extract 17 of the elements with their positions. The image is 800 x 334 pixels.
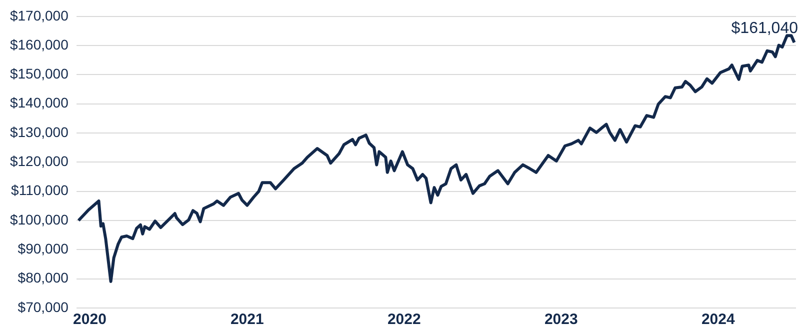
y-tick-label: $160,000 [10,36,69,52]
y-tick-label: $90,000 [18,240,69,257]
y-tick-label: $120,000 [10,153,69,170]
y-tick-label: $100,000 [10,211,69,228]
x-tick-label: 2024 [701,311,736,328]
x-tick-label: 2021 [230,311,264,328]
x-tick-label: 2023 [544,311,578,328]
x-tick-label: 2020 [73,311,106,328]
y-tick-label: $140,000 [10,94,69,111]
annotation: $161,040 [731,20,798,37]
y-tick-label: $150,000 [10,66,69,82]
y-tick-label: $110,000 [11,182,69,198]
y-tick-label: $170,000 [10,7,69,24]
y-tick-label: $70,000 [18,298,69,315]
x-tick-label: 2022 [387,311,421,328]
y-tick-label: $130,000 [10,124,69,140]
y-tick-label: $80,000 [18,270,69,286]
